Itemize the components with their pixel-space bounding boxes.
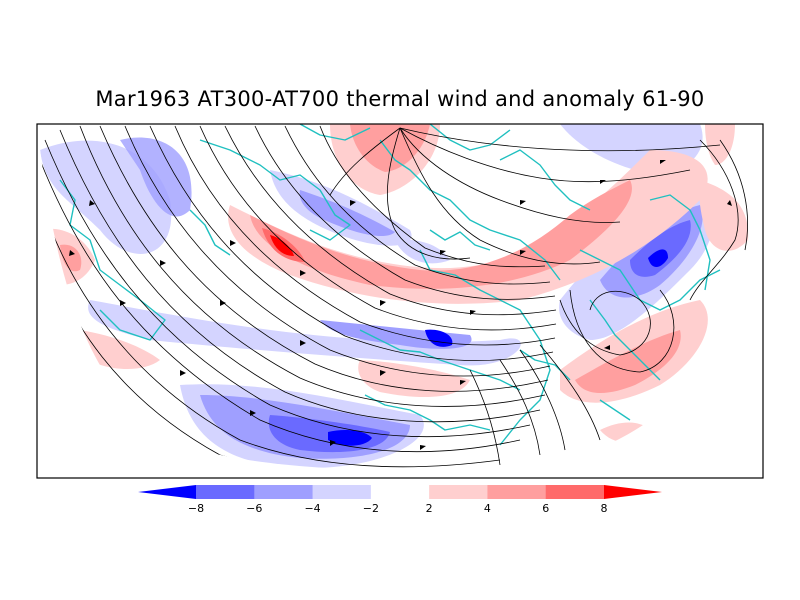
map-frame [36,123,764,479]
colorbar-swatch-8 [604,485,662,499]
colorbar-label: 8 [601,502,608,515]
colorbar-label: 6 [542,502,549,515]
colorbar-swatch-5 [429,485,488,499]
colorbar-swatch-1 [196,485,255,499]
colorbar-label: −8 [188,502,204,515]
colorbar-swatch-3 [312,485,372,499]
colorbar-label: −6 [246,502,262,515]
anomaly-field [37,124,763,471]
colorbar-swatch-0 [138,485,196,499]
streamlines [39,125,748,471]
colorbar-swatch-7 [545,485,605,499]
colorbar-swatch-6 [487,485,547,499]
colorbar-swatch-2 [254,485,314,499]
streamline-arrows [69,160,732,450]
map-title: Mar1963 AT300-AT700 thermal wind and ano… [95,87,705,111]
colorbar-label: −4 [304,502,320,515]
colorbar-swatch-4 [370,485,430,499]
colorbar-label: 4 [484,502,491,515]
colorbar-label: −2 [363,502,379,515]
colorbar-label: 2 [426,502,433,515]
